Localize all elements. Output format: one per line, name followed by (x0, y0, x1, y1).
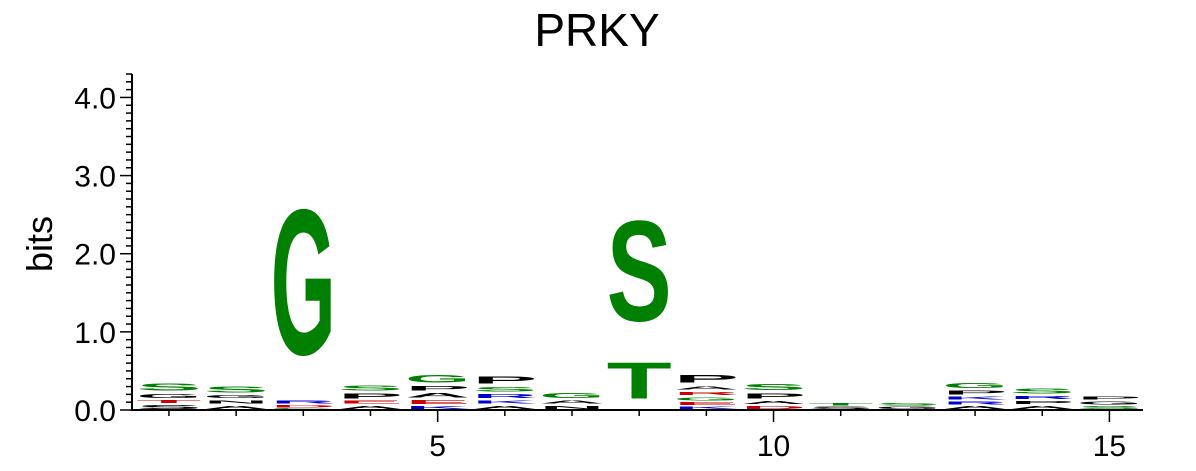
logo-letter-r: R (1010, 395, 1075, 400)
logo-letter-a: A (674, 385, 739, 391)
logo-letter-e: E (405, 399, 470, 405)
logo-letter-s: S (741, 383, 806, 392)
y-tick-label: 2.0 (74, 239, 116, 272)
logo-letter-r: R (942, 401, 1007, 406)
chart-title: PRKY (534, 4, 659, 56)
logo-letter-s: S (204, 385, 269, 394)
logo-letter-k: K (942, 396, 1007, 401)
logo-column-15: SGP (1077, 395, 1142, 410)
logo-letter-s: S (338, 384, 403, 392)
y-tick-label: 3.0 (74, 161, 116, 194)
logo-letter-p: P (1077, 395, 1142, 401)
logo-letter-g: G (136, 393, 201, 399)
logo-letter-g: G (271, 167, 336, 399)
logo-letter-g: G (1077, 401, 1142, 406)
logo-glyphs: STGSANGSCDRGAEPSKEAPGAKRSPNAGTSKEGRAPDAP… (136, 167, 1142, 410)
logo-column-12: GS (875, 402, 940, 410)
logo-letter-p: P (1010, 400, 1075, 406)
logo-letter-k: K (472, 399, 537, 405)
logo-letter-g: G (539, 391, 604, 400)
x-tick-label: 15 (1093, 430, 1126, 463)
y-tick-label: 4.0 (74, 82, 116, 115)
logo-letter-t: T (607, 352, 672, 410)
y-tick-label: 1.0 (74, 317, 116, 350)
logo-letter-a: A (741, 400, 806, 406)
logo-letter-n: N (204, 399, 269, 405)
logo-letter-t: T (808, 402, 873, 406)
logo-letter-t: T (136, 399, 201, 404)
logo-letter-r: R (472, 393, 537, 399)
logo-letter-g: G (204, 394, 269, 399)
logo-letter-g: G (405, 372, 470, 385)
logo-column-8: TS (607, 192, 672, 410)
logo-letter-p: P (338, 392, 403, 400)
x-tick-label: 10 (757, 430, 790, 463)
logo-column-3: CDRG (271, 167, 336, 410)
logo-letter-s: S (472, 386, 537, 393)
logo-letter-s: S (136, 382, 201, 393)
y-axis-label: bits (19, 216, 60, 272)
logo-letter-s: S (1010, 387, 1075, 395)
logo-letter-p: P (942, 390, 1007, 396)
logo-letter-d: D (271, 405, 336, 409)
logo-column-7: NAG (539, 391, 604, 410)
logo-letter-p: P (741, 392, 806, 400)
logo-letter-r: R (674, 390, 739, 396)
logo-letter-p: P (405, 385, 470, 392)
logo-letter-g: G (942, 382, 1007, 390)
logo-letter-e: E (338, 400, 403, 405)
logo-letter-a: A (539, 400, 604, 405)
logo-letter-p: P (472, 375, 537, 386)
logo-letter-s: S (607, 192, 672, 352)
y-tick-label: 0.0 (74, 395, 116, 428)
logo-column-11: ST (808, 402, 873, 410)
logo-letter-e: E (674, 401, 739, 406)
logo-letter-p: P (674, 372, 739, 385)
logo-letter-g: G (674, 396, 739, 402)
logo-letter-s: S (875, 402, 940, 406)
x-tick-label: 5 (429, 430, 446, 463)
logo-letter-a: A (405, 392, 470, 399)
logo-letter-r: R (271, 400, 336, 405)
